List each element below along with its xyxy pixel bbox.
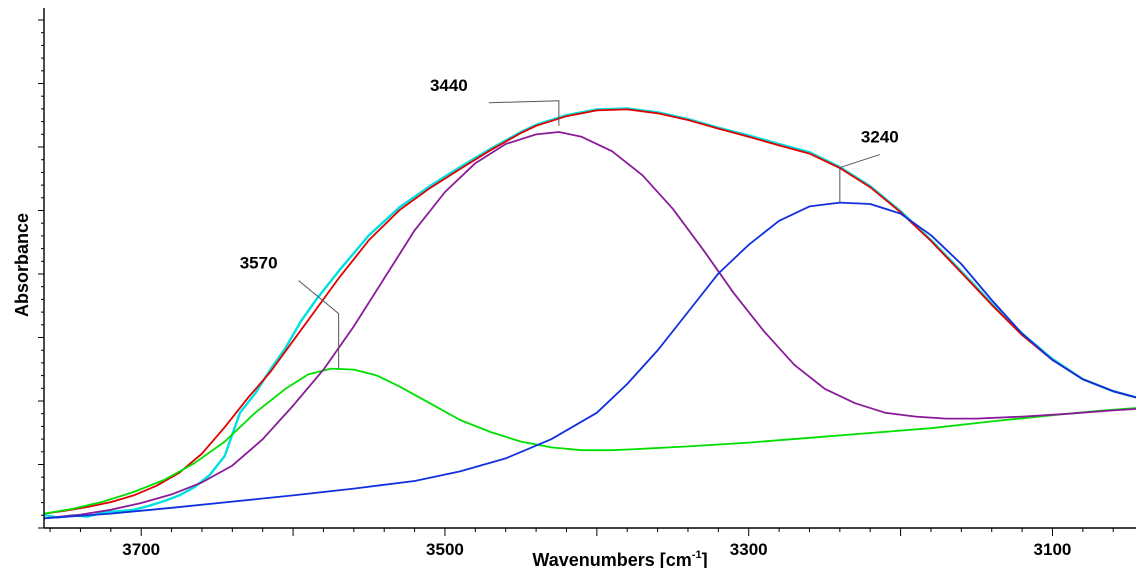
peak-leader-line — [298, 280, 340, 369]
y-axis-title: Absorbance — [12, 213, 32, 317]
x-tick-label: 3500 — [426, 540, 464, 559]
series-line-2 — [43, 108, 1136, 515]
peak-label: 3440 — [430, 76, 468, 95]
x-tick-label: 3300 — [730, 540, 768, 559]
peak-label: 3240 — [861, 128, 899, 147]
plot-area — [43, 107, 1136, 520]
x-axis-title-main: Wavenumbers [cm — [532, 550, 691, 568]
series-line-3 — [43, 367, 1136, 515]
x-axis-title: Wavenumbers [cm-1] — [532, 549, 707, 568]
peak-annotations: 3570 3440 3240 — [240, 76, 899, 369]
peak-leader-line — [488, 100, 560, 126]
x-tick-label: 3100 — [1034, 540, 1072, 559]
series-line-1 — [43, 107, 1136, 519]
axes: 3700 3500 3300 3100 — [38, 8, 1136, 559]
peak-leader-line — [839, 154, 880, 203]
series-line-5 — [43, 201, 1136, 520]
x-axis-title-sup: -1 — [692, 549, 702, 561]
x-tick-label: 3700 — [122, 540, 160, 559]
peak-label: 3570 — [240, 254, 278, 273]
x-axis-title-end: ] — [702, 550, 708, 568]
series-line-4 — [43, 131, 1136, 520]
